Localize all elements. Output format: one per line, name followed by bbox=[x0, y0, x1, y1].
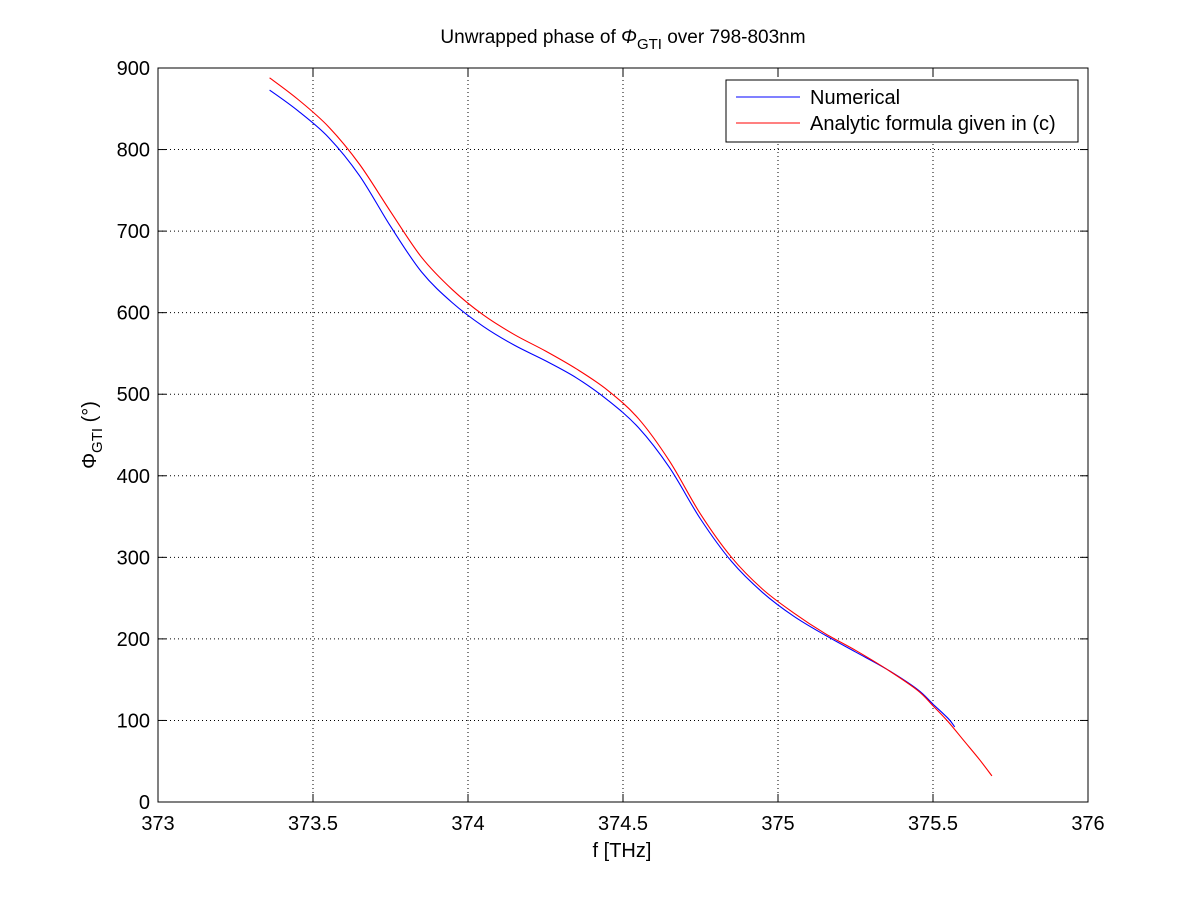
axis-ticks bbox=[157, 67, 1089, 803]
x-tick-label: 375 bbox=[761, 813, 794, 835]
y-tick-label: 500 bbox=[117, 384, 150, 406]
y-tick-label: 200 bbox=[117, 629, 150, 651]
y-tick-label: 0 bbox=[139, 792, 150, 814]
x-axis-label: f [THz] bbox=[593, 840, 652, 862]
series-layer bbox=[269, 77, 993, 777]
series-line-analytic bbox=[269, 77, 993, 777]
y-tick-label: 900 bbox=[117, 58, 150, 80]
y-tick-label: 400 bbox=[117, 466, 150, 488]
legend-label-analytic: Analytic formula given in (c) bbox=[810, 113, 1056, 135]
y-tick-label: 100 bbox=[117, 710, 150, 732]
chart-title-main: Unwrapped phase of bbox=[440, 27, 621, 48]
legend: Numerical Analytic formula given in (c) bbox=[725, 79, 1079, 143]
y-axis-label-symbol: Φ bbox=[79, 453, 101, 469]
legend-box bbox=[725, 79, 1079, 143]
y-axis-label-unit: (°) bbox=[79, 401, 101, 428]
chart-title-subscript: GTI bbox=[637, 36, 662, 53]
chart-title-rest: over 798-803nm bbox=[662, 27, 806, 48]
x-tick-label: 373.5 bbox=[288, 813, 338, 835]
y-axis-label: ΦGTI (°) bbox=[79, 401, 106, 469]
x-tick-label: 374.5 bbox=[598, 813, 648, 835]
x-tick-label: 376 bbox=[1071, 813, 1104, 835]
chart-title-symbol: Φ bbox=[621, 27, 637, 48]
x-tick-label: 374 bbox=[451, 813, 484, 835]
y-axis-label-subscript: GTI bbox=[89, 428, 106, 453]
x-tick-label: 373 bbox=[141, 813, 174, 835]
legend-label-numerical: Numerical bbox=[810, 87, 900, 109]
tick-labels: 373 373.5 374 374.5 375 375.5 376 0 100 200 300 400… bbox=[117, 58, 1105, 835]
y-tick-label: 600 bbox=[117, 303, 150, 325]
grid-lines bbox=[158, 68, 1088, 802]
x-tick-label: 375.5 bbox=[908, 813, 958, 835]
y-tick-label: 700 bbox=[117, 221, 150, 243]
plot-area bbox=[158, 68, 1088, 802]
y-tick-label: 300 bbox=[117, 547, 150, 569]
y-tick-label: 800 bbox=[117, 140, 150, 162]
chart-title: Unwrapped phase of ΦGTI over 798-803nm bbox=[440, 27, 805, 53]
